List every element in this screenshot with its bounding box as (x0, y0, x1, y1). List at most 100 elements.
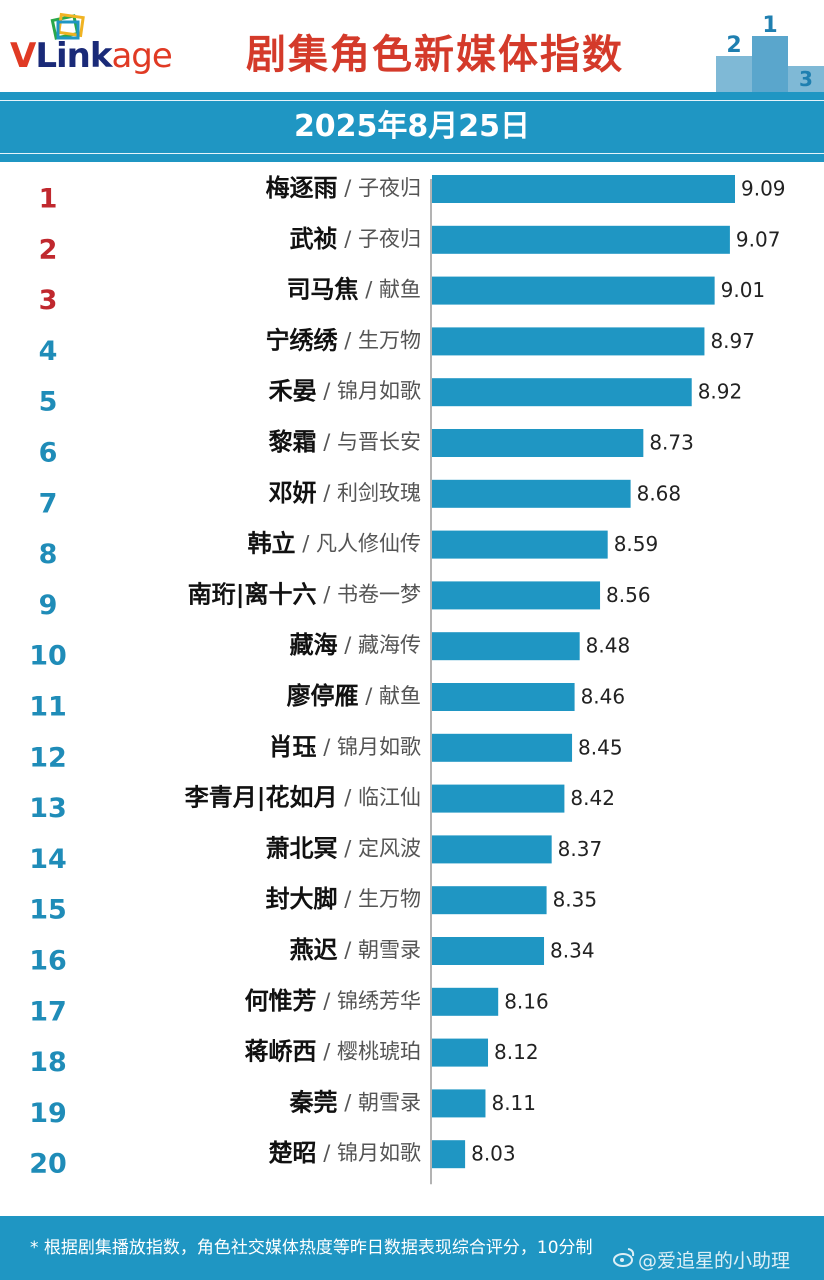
date-label: 2025年8月25日 (293, 109, 531, 144)
podium-digit-3: 3 (799, 67, 813, 91)
header: VLinkage 剧集角色新媒体指数 2 1 3 (0, 0, 824, 92)
row-label: 宁绣绣 / 生万物 (266, 326, 421, 354)
character-name: 南珩|离十六 (188, 580, 317, 608)
rank-label: 16 (29, 946, 67, 977)
drama-name: / 樱桃琥珀 (317, 1040, 421, 1064)
value-label: 8.34 (550, 939, 595, 963)
character-name: 肖珏 (269, 733, 317, 761)
rank-label: 6 (39, 438, 58, 469)
character-name: 武祯 (290, 225, 338, 253)
logo-age: age (111, 36, 172, 76)
character-name: 韩立 (248, 530, 296, 558)
value-label: 8.46 (581, 685, 626, 709)
value-label: 8.56 (606, 583, 651, 607)
value-label: 8.42 (570, 786, 615, 810)
drama-name: / 生万物 (338, 328, 421, 352)
weibo-icon (613, 1248, 635, 1267)
row-label: 燕迟 / 朝雪录 (290, 936, 421, 964)
drama-name: / 朝雪录 (338, 1090, 421, 1114)
value-label: 8.97 (710, 329, 755, 353)
drama-name: / 锦月如歌 (317, 379, 421, 403)
bar (432, 530, 608, 559)
drama-name: / 书卷一梦 (317, 582, 421, 606)
drama-name: / 子夜归 (338, 227, 421, 251)
bar (432, 1089, 486, 1118)
row-label: 楚昭 / 锦月如歌 (269, 1139, 421, 1167)
value-label: 8.68 (637, 481, 682, 505)
value-label: 8.48 (586, 634, 631, 658)
row-label: 梅逐雨 / 子夜归 (266, 174, 421, 202)
drama-name: / 朝雪录 (338, 938, 421, 962)
watermark: @爱追星的小助理 (638, 1250, 791, 1272)
rank-label: 4 (39, 336, 58, 367)
character-name: 楚昭 (269, 1139, 317, 1167)
rank-label: 11 (29, 692, 67, 723)
character-name: 燕迟 (290, 936, 338, 964)
drama-name: / 锦月如歌 (317, 735, 421, 759)
value-label: 8.16 (504, 989, 549, 1013)
row-label: 封大脚 / 生万物 (266, 885, 421, 913)
rank-label: 1 (39, 184, 58, 215)
bar (432, 327, 705, 356)
character-name: 李青月|花如月 (185, 784, 338, 812)
logo-link: Link (35, 36, 112, 76)
footnote: * 根据剧集播放指数，角色社交媒体热度等昨日数据表现综合评分，10分制 (30, 1238, 593, 1258)
drama-name: / 与晋长安 (317, 430, 421, 454)
bar (432, 683, 575, 711)
drama-name: / 献鱼 (359, 278, 421, 302)
podium-digit-1: 1 (762, 13, 777, 38)
row-label: 李青月|花如月 / 临江仙 (185, 784, 421, 812)
value-label: 9.09 (741, 177, 786, 201)
character-name: 何惟芳 (245, 987, 317, 1015)
row-label: 秦莞 / 朝雪录 (289, 1088, 421, 1116)
date-banner: 2025年8月25日 (0, 92, 824, 162)
rank-label: 8 (39, 539, 58, 570)
bar (432, 784, 565, 813)
drama-name: / 子夜归 (338, 176, 421, 200)
rank-label: 14 (29, 844, 67, 875)
value-label: 8.12 (494, 1040, 539, 1064)
rank-label: 20 (29, 1149, 67, 1180)
drama-name: / 利剑玫瑰 (317, 481, 421, 505)
bar (432, 1140, 466, 1169)
row-label: 禾晏 / 锦月如歌 (269, 377, 421, 405)
bar (432, 886, 547, 915)
character-name: 邓妍 (269, 479, 317, 507)
page-title: 剧集角色新媒体指数 (246, 32, 624, 78)
bar (432, 175, 735, 203)
rank-label: 17 (29, 996, 67, 1027)
value-label: 8.11 (491, 1091, 536, 1115)
row-label: 黎霜 / 与晋长安 (269, 428, 421, 456)
character-name: 藏海 (290, 631, 338, 659)
rank-label: 9 (39, 590, 58, 621)
value-label: 8.92 (698, 380, 743, 404)
rank-label: 2 (39, 234, 58, 265)
row-label: 韩立 / 凡人修仙传 (248, 530, 421, 558)
drama-name: / 凡人修仙传 (296, 532, 421, 556)
row-label: 邓妍 / 利剑玫瑰 (269, 479, 421, 507)
value-label: 9.01 (721, 278, 766, 302)
row-label: 司马焦 / 献鱼 (287, 276, 421, 304)
row-label: 何惟芳 / 锦绣芳华 (245, 987, 421, 1015)
bar (432, 429, 644, 457)
bar (432, 937, 545, 965)
drama-name: / 临江仙 (338, 786, 421, 810)
drama-name: / 生万物 (338, 887, 421, 911)
drama-name: / 藏海传 (338, 633, 421, 657)
bar (432, 581, 601, 610)
rank-label: 19 (29, 1098, 67, 1129)
row-label: 南珩|离十六 / 书卷一梦 (188, 580, 421, 608)
bar (432, 632, 580, 661)
row-label: 廖停雁 / 献鱼 (287, 682, 421, 710)
value-label: 8.59 (614, 532, 659, 556)
logo-frame-icon (50, 12, 85, 40)
character-name: 秦莞 (289, 1088, 338, 1116)
bar (432, 835, 552, 864)
character-name: 黎霜 (269, 428, 317, 456)
drama-name: / 锦绣芳华 (317, 989, 421, 1013)
bar (432, 479, 631, 508)
bar (432, 987, 499, 1016)
drama-name: / 献鱼 (359, 684, 421, 708)
footer: * 根据剧集播放指数，角色社交媒体热度等昨日数据表现综合评分，10分制 (0, 1216, 824, 1280)
ranking-bar-chart: 1 梅逐雨 / 子夜归 9.09 2 武祯 / 子夜归 9.07 3 司马焦 / 献鱼 9.01… (29, 174, 786, 1185)
